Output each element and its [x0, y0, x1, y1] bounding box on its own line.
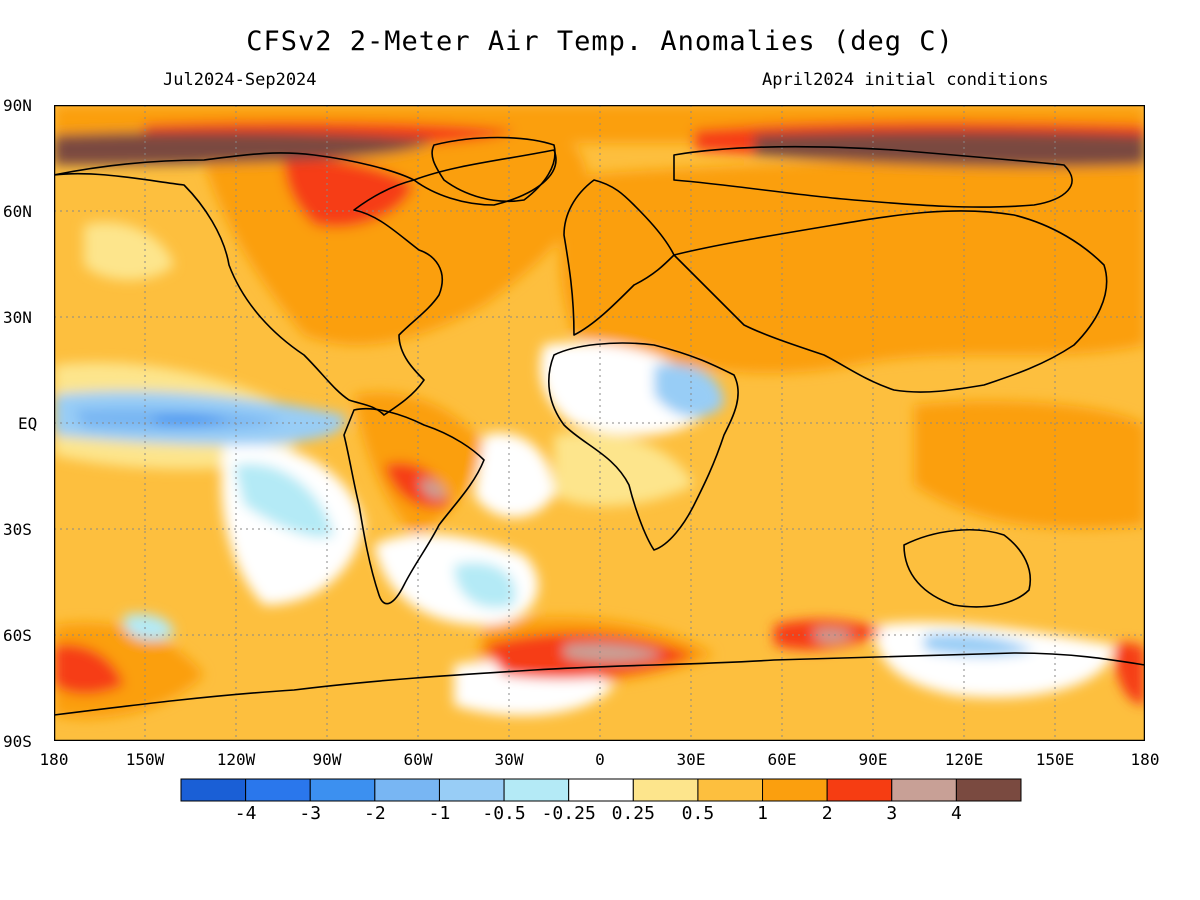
lon-label-90e: 90E — [858, 750, 888, 769]
map-frame — [54, 105, 1145, 741]
lon-label-120w: 120W — [216, 750, 256, 769]
colorbar-tick-label: 4 — [950, 803, 962, 824]
colorbar-tick-label: -4 — [234, 803, 257, 824]
lat-label-60n: 60N — [3, 202, 32, 221]
anomaly-map — [54, 105, 1145, 741]
lon-label-180w: 180 — [39, 750, 69, 769]
colorbar-swatch — [438, 778, 505, 802]
colorbar-swatch — [697, 778, 764, 802]
colorbar-swatch — [955, 778, 1022, 802]
colorbar-swatch — [568, 778, 634, 802]
coastlines — [54, 136, 1145, 716]
colorbar-swatch — [374, 778, 440, 802]
colorbar — [180, 778, 1022, 802]
colorbar-tick-label: 0.5 — [681, 803, 715, 824]
lon-label-0: 0 — [595, 750, 605, 769]
colorbar-swatch — [632, 778, 699, 802]
colorbar-swatch — [309, 778, 376, 802]
colorbar-swatch — [762, 778, 828, 802]
lon-label-180e: 180 — [1130, 750, 1160, 769]
colorbar-swatch — [826, 778, 893, 802]
lon-label-30w: 30W — [494, 750, 524, 769]
initial-conditions: April2024 initial conditions — [762, 70, 1049, 90]
anomaly-field — [54, 105, 1145, 719]
lat-label-90s: 90S — [3, 732, 32, 751]
lon-label-90w: 90W — [312, 750, 342, 769]
colorbar-swatch — [180, 778, 247, 802]
colorbar-tick-label: 2 — [821, 803, 833, 824]
lat-label-30n: 30N — [3, 308, 32, 327]
lon-label-60e: 60E — [767, 750, 797, 769]
lat-label-30s: 30S — [3, 520, 32, 539]
colorbar-tick-label: -2 — [364, 803, 386, 824]
colorbar-tick-label: 3 — [886, 803, 898, 824]
lon-label-150e: 150E — [1035, 750, 1075, 769]
colorbar-tick-label: -1 — [428, 803, 451, 824]
colorbar-tick-label: 0.25 — [611, 803, 655, 824]
colorbar-tick-label: -0.5 — [482, 803, 526, 824]
lat-label-eq: EQ — [18, 414, 38, 433]
lon-label-60w: 60W — [403, 750, 433, 769]
anomaly-map-svg — [54, 105, 1145, 741]
lon-label-120e: 120E — [944, 750, 984, 769]
map-title: CFSv2 2-Meter Air Temp. Anomalies (deg C… — [246, 26, 954, 57]
valid-period: Jul2024-Sep2024 — [163, 70, 317, 90]
colorbar-swatch — [245, 778, 311, 802]
colorbar-tick-label: 1 — [757, 803, 768, 824]
lat-label-90n: 90N — [3, 96, 32, 115]
colorbar-swatch — [503, 778, 570, 802]
colorbar-tick-label: -0.25 — [541, 803, 596, 824]
lat-label-60s: 60S — [3, 626, 32, 645]
lon-label-150w: 150W — [125, 750, 165, 769]
lon-label-30e: 30E — [676, 750, 706, 769]
colorbar-tick-label: -3 — [299, 803, 322, 824]
colorbar-swatch — [891, 778, 957, 802]
